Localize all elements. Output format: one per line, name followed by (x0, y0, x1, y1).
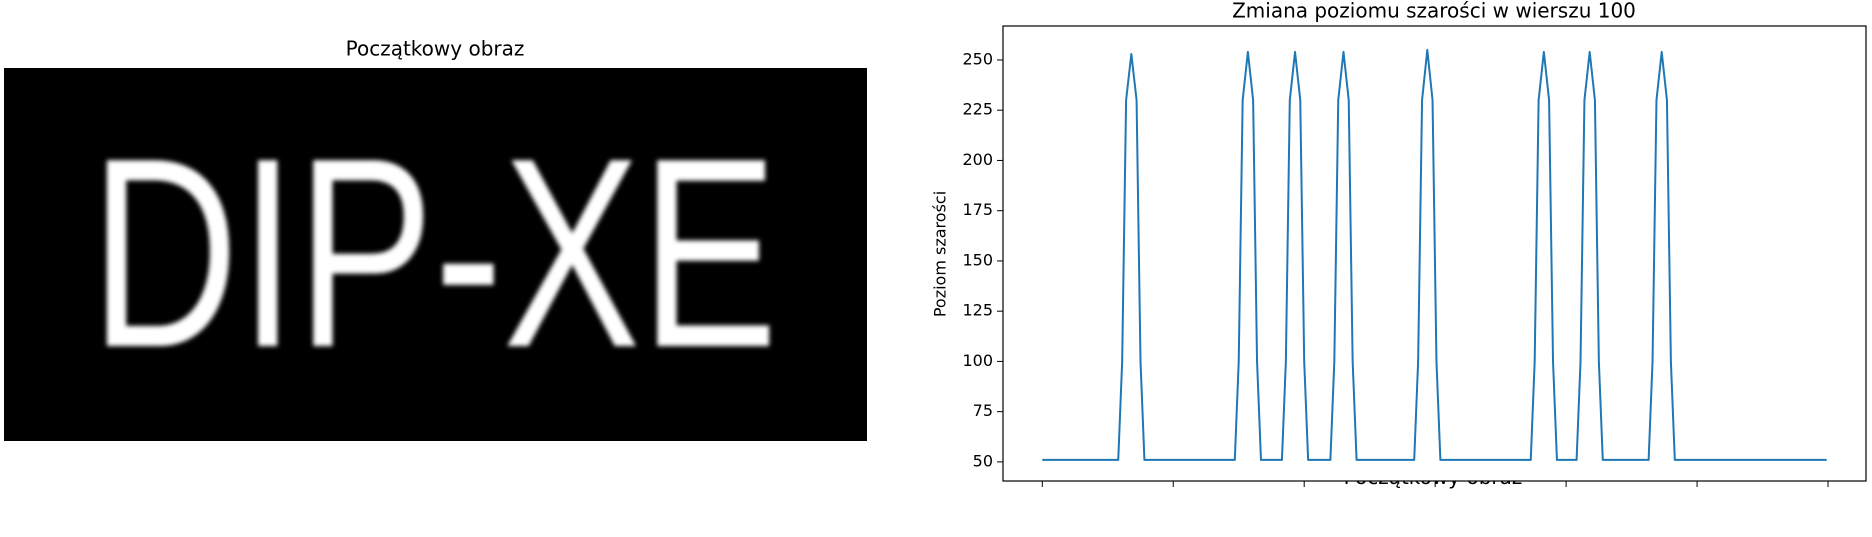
y-tick-label: 150 (962, 250, 993, 269)
y-tick-label: 175 (962, 200, 993, 219)
image-text: DIP-XE (90, 103, 778, 404)
y-tick-label: 75 (973, 401, 993, 420)
y-tick-label: 250 (962, 49, 993, 68)
plot (1042, 48, 1827, 461)
y-tick-label: 100 (962, 351, 993, 370)
y-tick-label: 200 (962, 150, 993, 169)
image (4, 68, 867, 441)
y-tick-label: 125 (962, 301, 993, 320)
y-axis-label: Poziom szarości (931, 191, 950, 317)
y-tick-label: 225 (962, 100, 993, 119)
image-title: Początkowy obraz (346, 37, 525, 61)
chart-title: Zmiana poziomu szarości w wierszu 100 (1232, 0, 1636, 23)
axes-frame (1002, 25, 1867, 482)
y-tick-label: 50 (973, 451, 993, 470)
line (1042, 48, 1827, 461)
